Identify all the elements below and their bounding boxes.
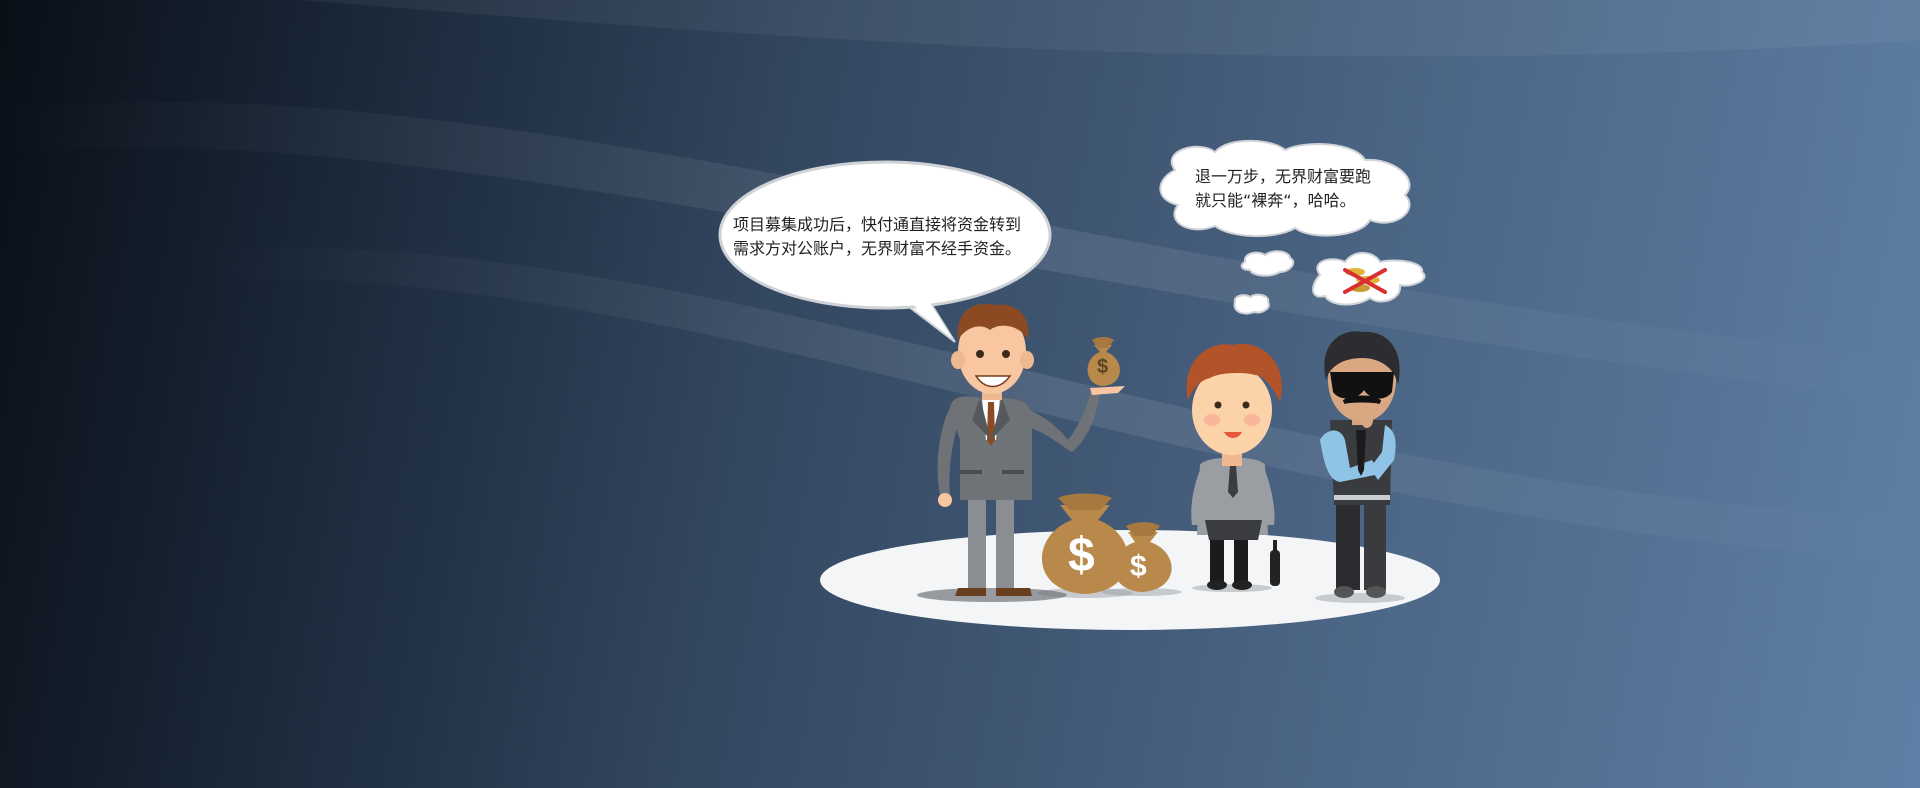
curly-hair-character [1186, 343, 1282, 592]
speech-bubble-left-line2: 需求方对公账户，无界财富不经手资金。 [733, 239, 1022, 258]
businessman-character [917, 303, 1125, 602]
speech-bubble-left-text: 项目募集成功后，快付通直接将资金转到 需求方对公账户，无界财富不经手资金。 [733, 213, 1021, 261]
thought-cloud-right-line2: 就只能“裸奔“，哈哈。 [1195, 191, 1356, 210]
dollar-sign-medium-bag: $ [1130, 550, 1147, 583]
money-bag-large [1037, 493, 1133, 598]
thought-cloud-right-text: 退一万步，无界财富要跑 就只能“裸奔“，哈哈。 [1195, 165, 1371, 213]
thought-cloud-right [1159, 139, 1411, 315]
dollar-sign-large-bag: $ [1068, 529, 1095, 582]
crossed-coins-thought [1312, 252, 1426, 306]
speech-bubble-left-line1: 项目募集成功后，快付通直接将资金转到 [733, 215, 1022, 234]
sunglasses-character [1315, 331, 1405, 603]
speech-bubble-left [718, 160, 1052, 343]
money-bag-medium [1102, 522, 1182, 596]
dollar-sign-held-bag: $ [1097, 356, 1109, 378]
thought-cloud-right-line1: 退一万步，无界财富要跑 [1195, 167, 1372, 186]
